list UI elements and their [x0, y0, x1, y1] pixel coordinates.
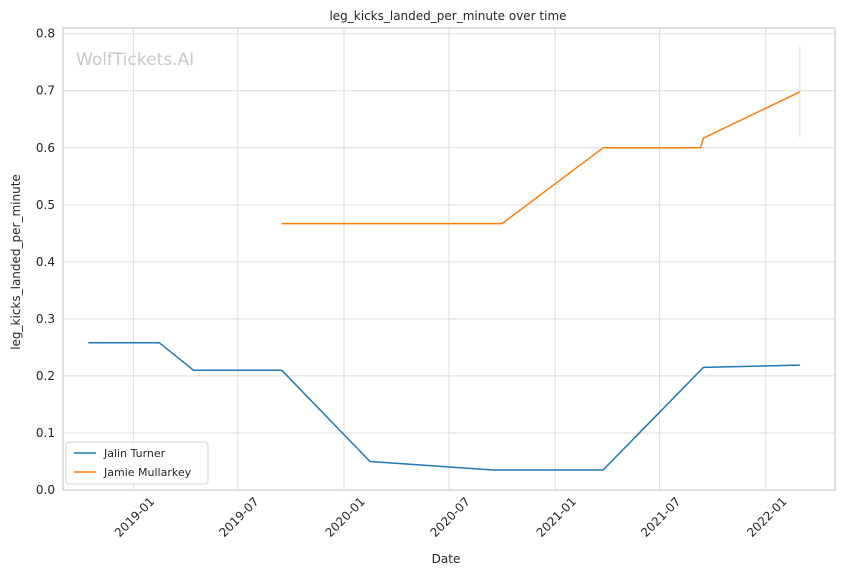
series-layer: [88, 46, 801, 471]
x-axis-label: Date: [432, 552, 461, 566]
y-tick-label: 0.2: [36, 369, 55, 383]
legend-label-1: Jamie Mullarkey: [103, 466, 192, 479]
y-tick-label: 0.4: [36, 255, 55, 269]
y-axis-ticks: 0.0 0.1 0.2 0.3 0.4 0.5 0.6 0.7 0.8: [36, 27, 55, 497]
y-tick-label: 0.1: [36, 426, 55, 440]
x-axis-ticks: 2019-01 2019-07 2020-01 2020-07 2021-01 2021-…: [112, 494, 790, 539]
grid: [63, 28, 835, 491]
x-tick-label: 2021-01: [534, 494, 579, 539]
x-tick-label: 2019-07: [216, 494, 261, 539]
y-tick-label: 0.7: [36, 84, 55, 98]
watermark: WolfTickets.AI: [76, 50, 194, 70]
chart-title: leg_kicks_landed_per_minute over time: [329, 9, 566, 23]
x-tick-label: 2021-07: [638, 494, 683, 539]
x-tick-label: 2022-01: [744, 494, 789, 539]
y-tick-label: 0.8: [36, 27, 55, 41]
series-line-0: [88, 342, 800, 471]
legend-label-0: Jalin Turner: [103, 447, 166, 460]
legend-box: [65, 441, 209, 485]
y-tick-label: 0.3: [36, 312, 55, 326]
x-tick-label: 2020-01: [322, 494, 367, 539]
y-tick-label: 0.6: [36, 141, 55, 155]
legend: Jalin Turner Jamie Mullarkey: [65, 441, 209, 485]
x-tick-label: 2020-07: [427, 494, 472, 539]
y-tick-label: 0.0: [36, 483, 55, 497]
y-tick-label: 0.5: [36, 198, 55, 212]
series-line-1: [281, 91, 801, 225]
x-tick-label: 2019-01: [112, 494, 157, 539]
plot-frame: [62, 27, 836, 491]
y-axis-label: leg_kicks_landed_per_minute: [9, 174, 23, 350]
